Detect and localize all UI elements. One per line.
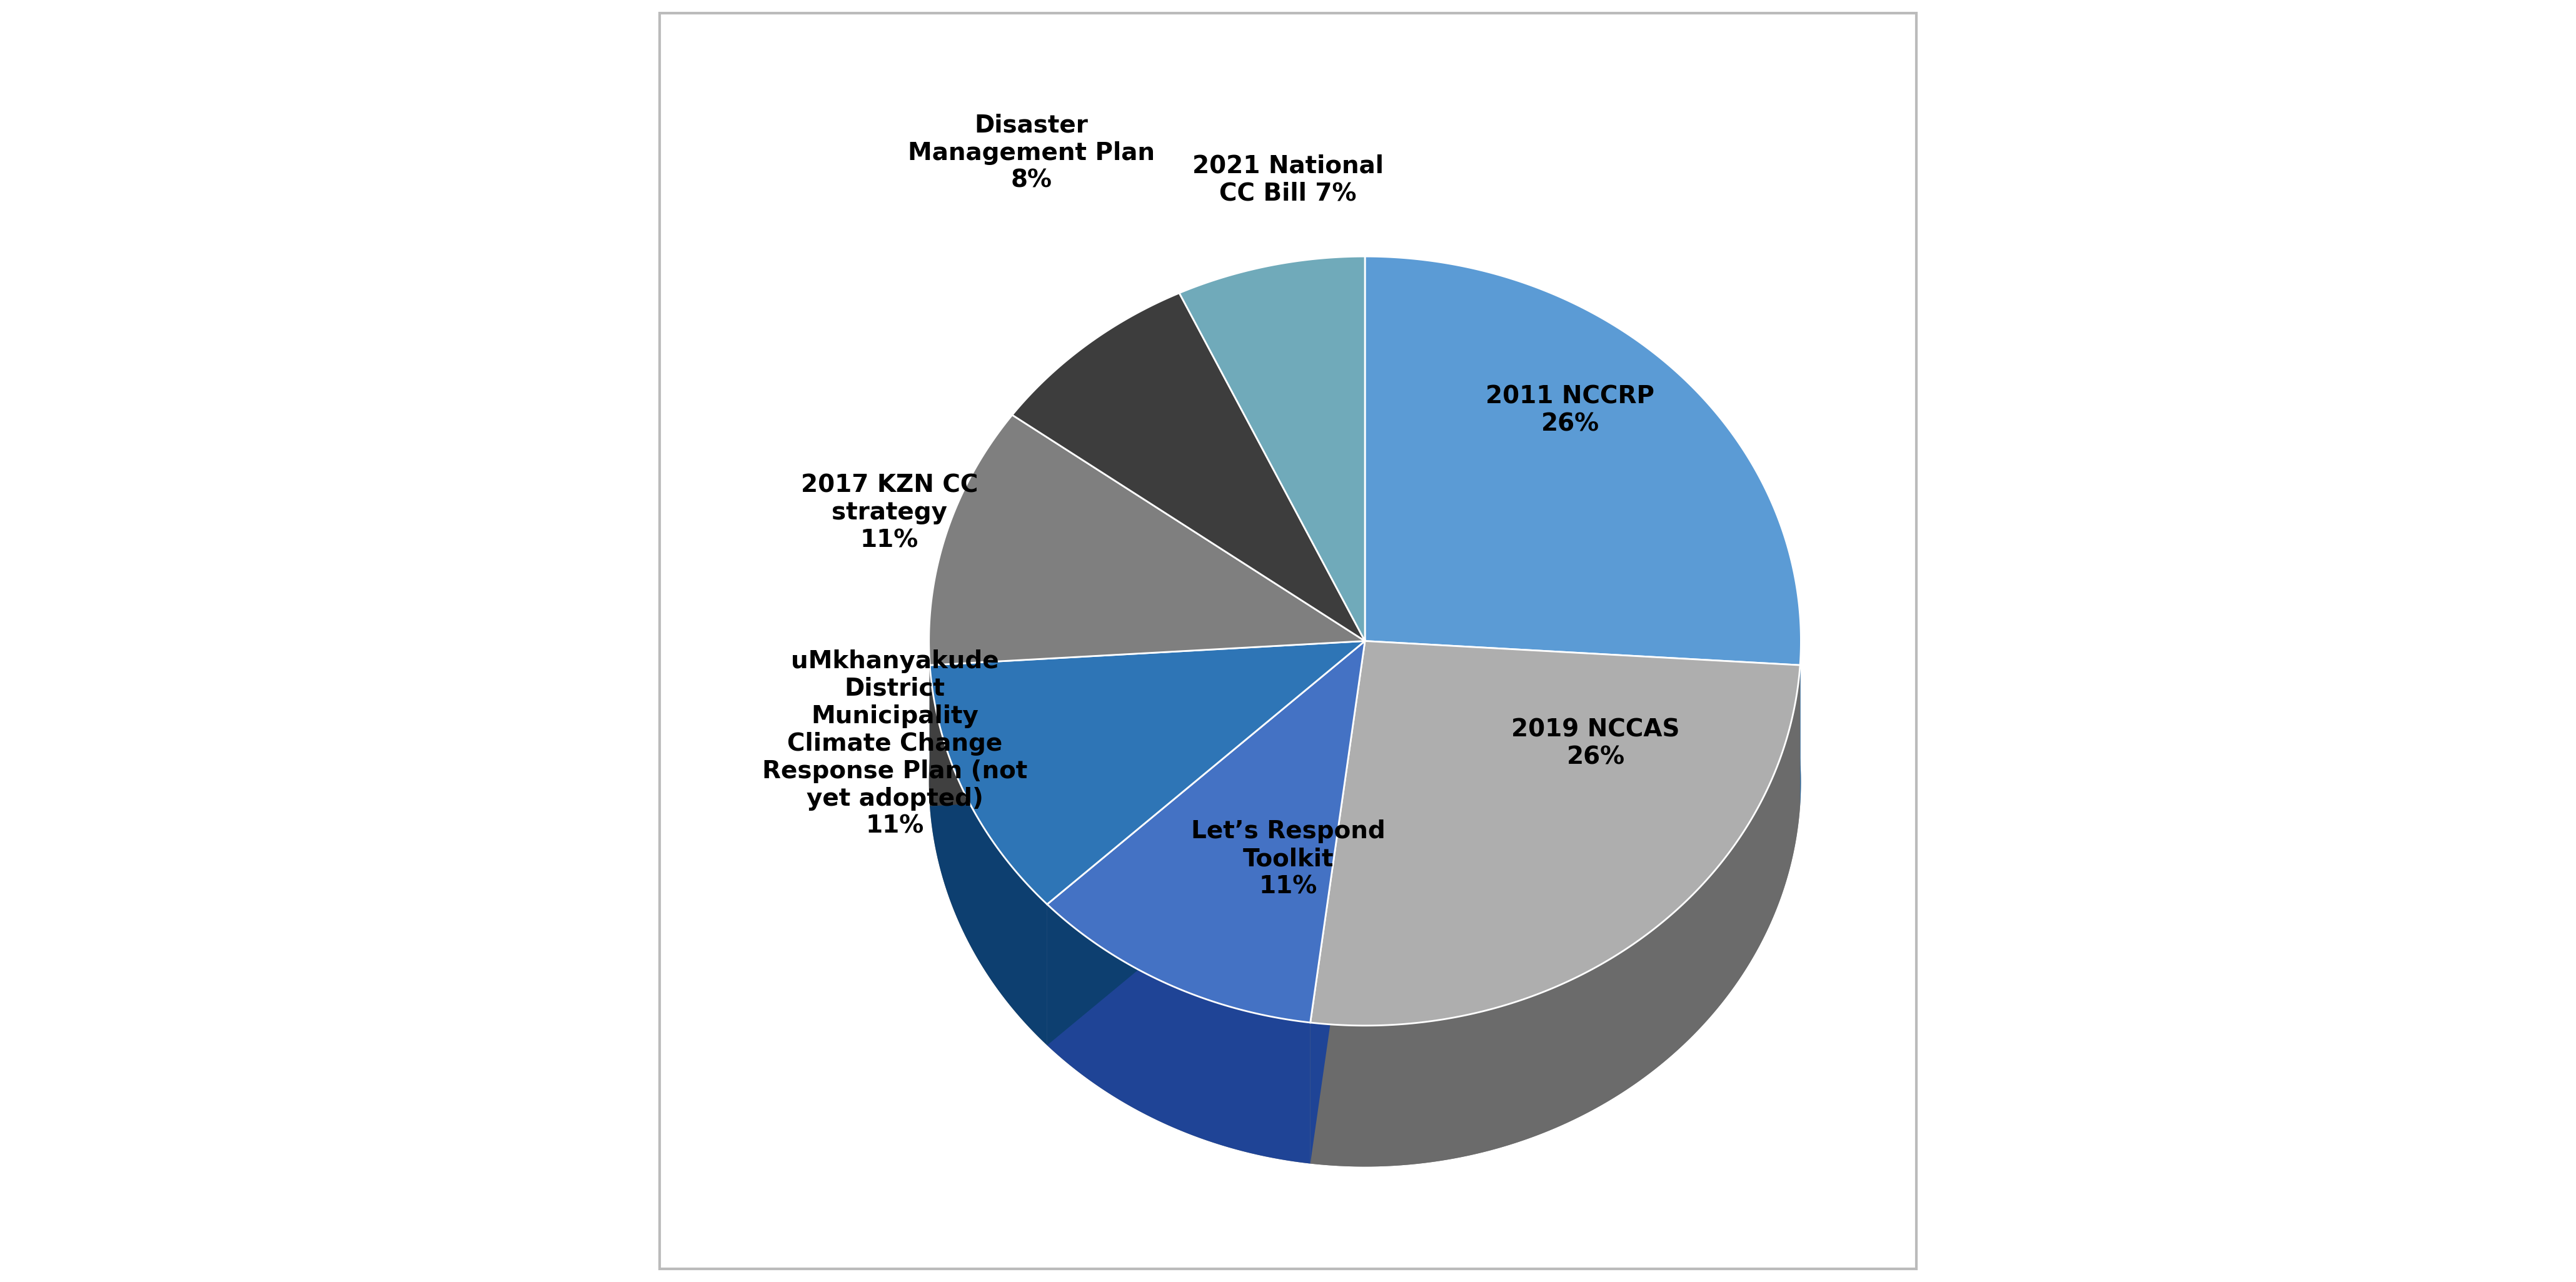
- Text: Let’s Respond
Toolkit
11%: Let’s Respond Toolkit 11%: [1190, 819, 1386, 899]
- Polygon shape: [1311, 641, 1365, 1164]
- Polygon shape: [1365, 256, 1801, 665]
- Polygon shape: [930, 641, 1365, 904]
- Polygon shape: [1311, 665, 1801, 1167]
- Text: 2021 National
CC Bill 7%: 2021 National CC Bill 7%: [1193, 154, 1383, 205]
- Text: uMkhanyakude
District
Municipality
Climate Change
Response Plan (not
yet adopted: uMkhanyakude District Municipality Clima…: [762, 649, 1028, 838]
- Polygon shape: [1365, 641, 1801, 806]
- Polygon shape: [1311, 641, 1365, 1164]
- Polygon shape: [1365, 641, 1801, 806]
- Text: 2011 NCCRP
26%: 2011 NCCRP 26%: [1486, 385, 1654, 436]
- Polygon shape: [1046, 641, 1365, 1045]
- Polygon shape: [1180, 256, 1365, 641]
- Polygon shape: [930, 665, 1046, 1045]
- Polygon shape: [930, 641, 1365, 806]
- Polygon shape: [930, 641, 1365, 806]
- Polygon shape: [1012, 294, 1365, 641]
- Polygon shape: [1046, 904, 1311, 1164]
- Polygon shape: [930, 397, 1801, 1167]
- Text: 2019 NCCAS
26%: 2019 NCCAS 26%: [1512, 718, 1680, 769]
- Polygon shape: [1046, 641, 1365, 1045]
- Polygon shape: [930, 415, 1365, 665]
- Polygon shape: [1311, 641, 1801, 1026]
- Text: 2017 KZN CC
strategy
11%: 2017 KZN CC strategy 11%: [801, 473, 979, 553]
- Text: Disaster
Management Plan
8%: Disaster Management Plan 8%: [907, 114, 1154, 192]
- Polygon shape: [1046, 641, 1365, 1023]
